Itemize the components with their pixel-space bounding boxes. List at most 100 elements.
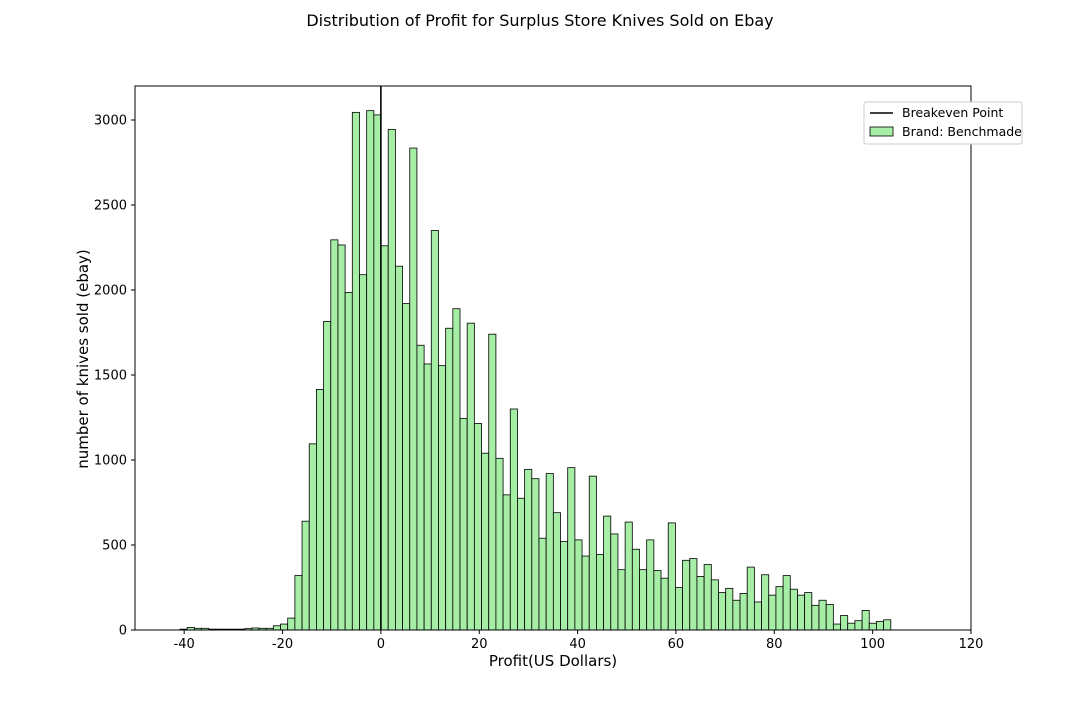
legend-series-swatch [869,126,894,137]
histogram-bar [481,452,490,631]
histogram-bar [337,244,346,631]
histogram-bar [294,575,303,631]
y-tick-label: 2500 [94,199,127,214]
histogram-bar [840,615,849,631]
histogram-bar [473,423,482,631]
histogram-bar [280,623,289,631]
histogram-bar [811,604,820,631]
histogram-bar [287,617,296,631]
axes-layer: -40 -20 0 20 40 60 80 100 120 0 500 1000 1500 2000 250… [94,85,984,652]
histogram-bar [854,620,863,631]
histogram-bar [710,579,719,631]
histogram-bar [538,537,547,631]
histogram-bar [718,592,727,631]
histogram-bar [581,555,590,631]
y-tick-label: 3000 [94,114,127,129]
histogram-bar [509,408,518,631]
histogram-bar [545,473,554,631]
histogram-bar [818,599,827,631]
histogram-bar [861,610,870,631]
chart-title: Distribution of Profit for Surplus Store… [306,11,773,30]
histogram-bar [380,245,389,631]
histogram-bar [308,443,317,631]
y-tick-label: 500 [102,539,127,554]
histogram-bar [660,577,669,631]
histogram-bar [445,327,454,631]
histogram-bar [531,478,540,631]
x-tick-label: -40 [174,637,195,652]
histogram-bar [689,558,698,631]
histogram-bar [466,322,475,631]
y-tick-label: 2000 [94,284,127,299]
x-tick-label: 60 [668,637,685,652]
y-tick-label: 1500 [94,369,127,384]
histogram-bar [351,111,360,631]
histogram-bar [768,594,777,631]
histogram-bar [667,522,676,631]
histogram-bar [272,625,281,631]
histogram-bar [617,569,626,631]
histogram-bar [739,593,748,631]
histogram-bar [359,274,368,631]
y-tick-label: 0 [119,624,127,639]
histogram-bar [646,539,655,631]
x-tick-label: 40 [569,637,586,652]
histogram-bar [832,623,841,631]
histogram-bar [373,114,382,631]
histogram-bar [552,512,561,631]
histogram-bar [452,308,461,631]
histogram-bar [430,230,439,631]
histogram-bar [639,569,648,631]
histogram-bar [387,128,396,631]
histogram-bar [596,553,604,631]
histogram-bar [603,515,612,631]
histogram-bar [732,599,741,631]
histogram-bar [675,587,683,631]
histogram-bar [459,417,468,631]
histogram-bar [517,497,526,631]
histogram-bar [402,303,411,631]
histogram-bar [488,333,497,631]
x-tick-label: 0 [377,637,385,652]
histogram-bar [725,587,734,631]
histogram-bar [703,564,712,631]
histogram-bar [653,570,662,631]
legend-box [863,101,1023,145]
y-tick-label: 1000 [94,454,127,469]
histogram-bar [624,521,633,631]
legend-breakeven-label: Breakeven Point [902,105,1003,120]
histogram-bar [316,389,324,631]
histogram-bar [761,574,770,631]
x-tick-label: 120 [959,637,984,652]
x-axis-title: Profit(US Dollars) [489,652,617,670]
histogram-bar [323,321,332,631]
histogram-bar [438,365,447,631]
histogram-bar [524,468,533,631]
histogram-bar [330,239,339,631]
legend: Breakeven Point Brand: Benchmade [863,101,1023,145]
histogram-bar [682,559,691,631]
histogram-bar [409,147,418,631]
histogram-bar [588,475,597,631]
histogram-bar [883,619,892,631]
histogram-bar [847,622,856,631]
histogram-bar [868,622,877,631]
histogram-bar [567,467,576,631]
histogram-bar [560,541,569,631]
bars-layer [179,110,892,631]
histogram-bar [876,621,885,631]
histogram-bar [631,548,640,631]
histogram-bar [344,292,353,631]
histogram-bar [696,576,705,631]
histogram-bar [789,588,798,631]
histogram-bar [301,520,310,631]
histogram-bar [394,265,403,631]
x-tick-label: -20 [272,637,293,652]
histogram-bar [782,575,791,631]
histogram-bar [366,110,375,631]
histogram-bar [502,494,511,631]
histogram-bar [797,594,806,631]
histogram-bar [804,592,813,631]
